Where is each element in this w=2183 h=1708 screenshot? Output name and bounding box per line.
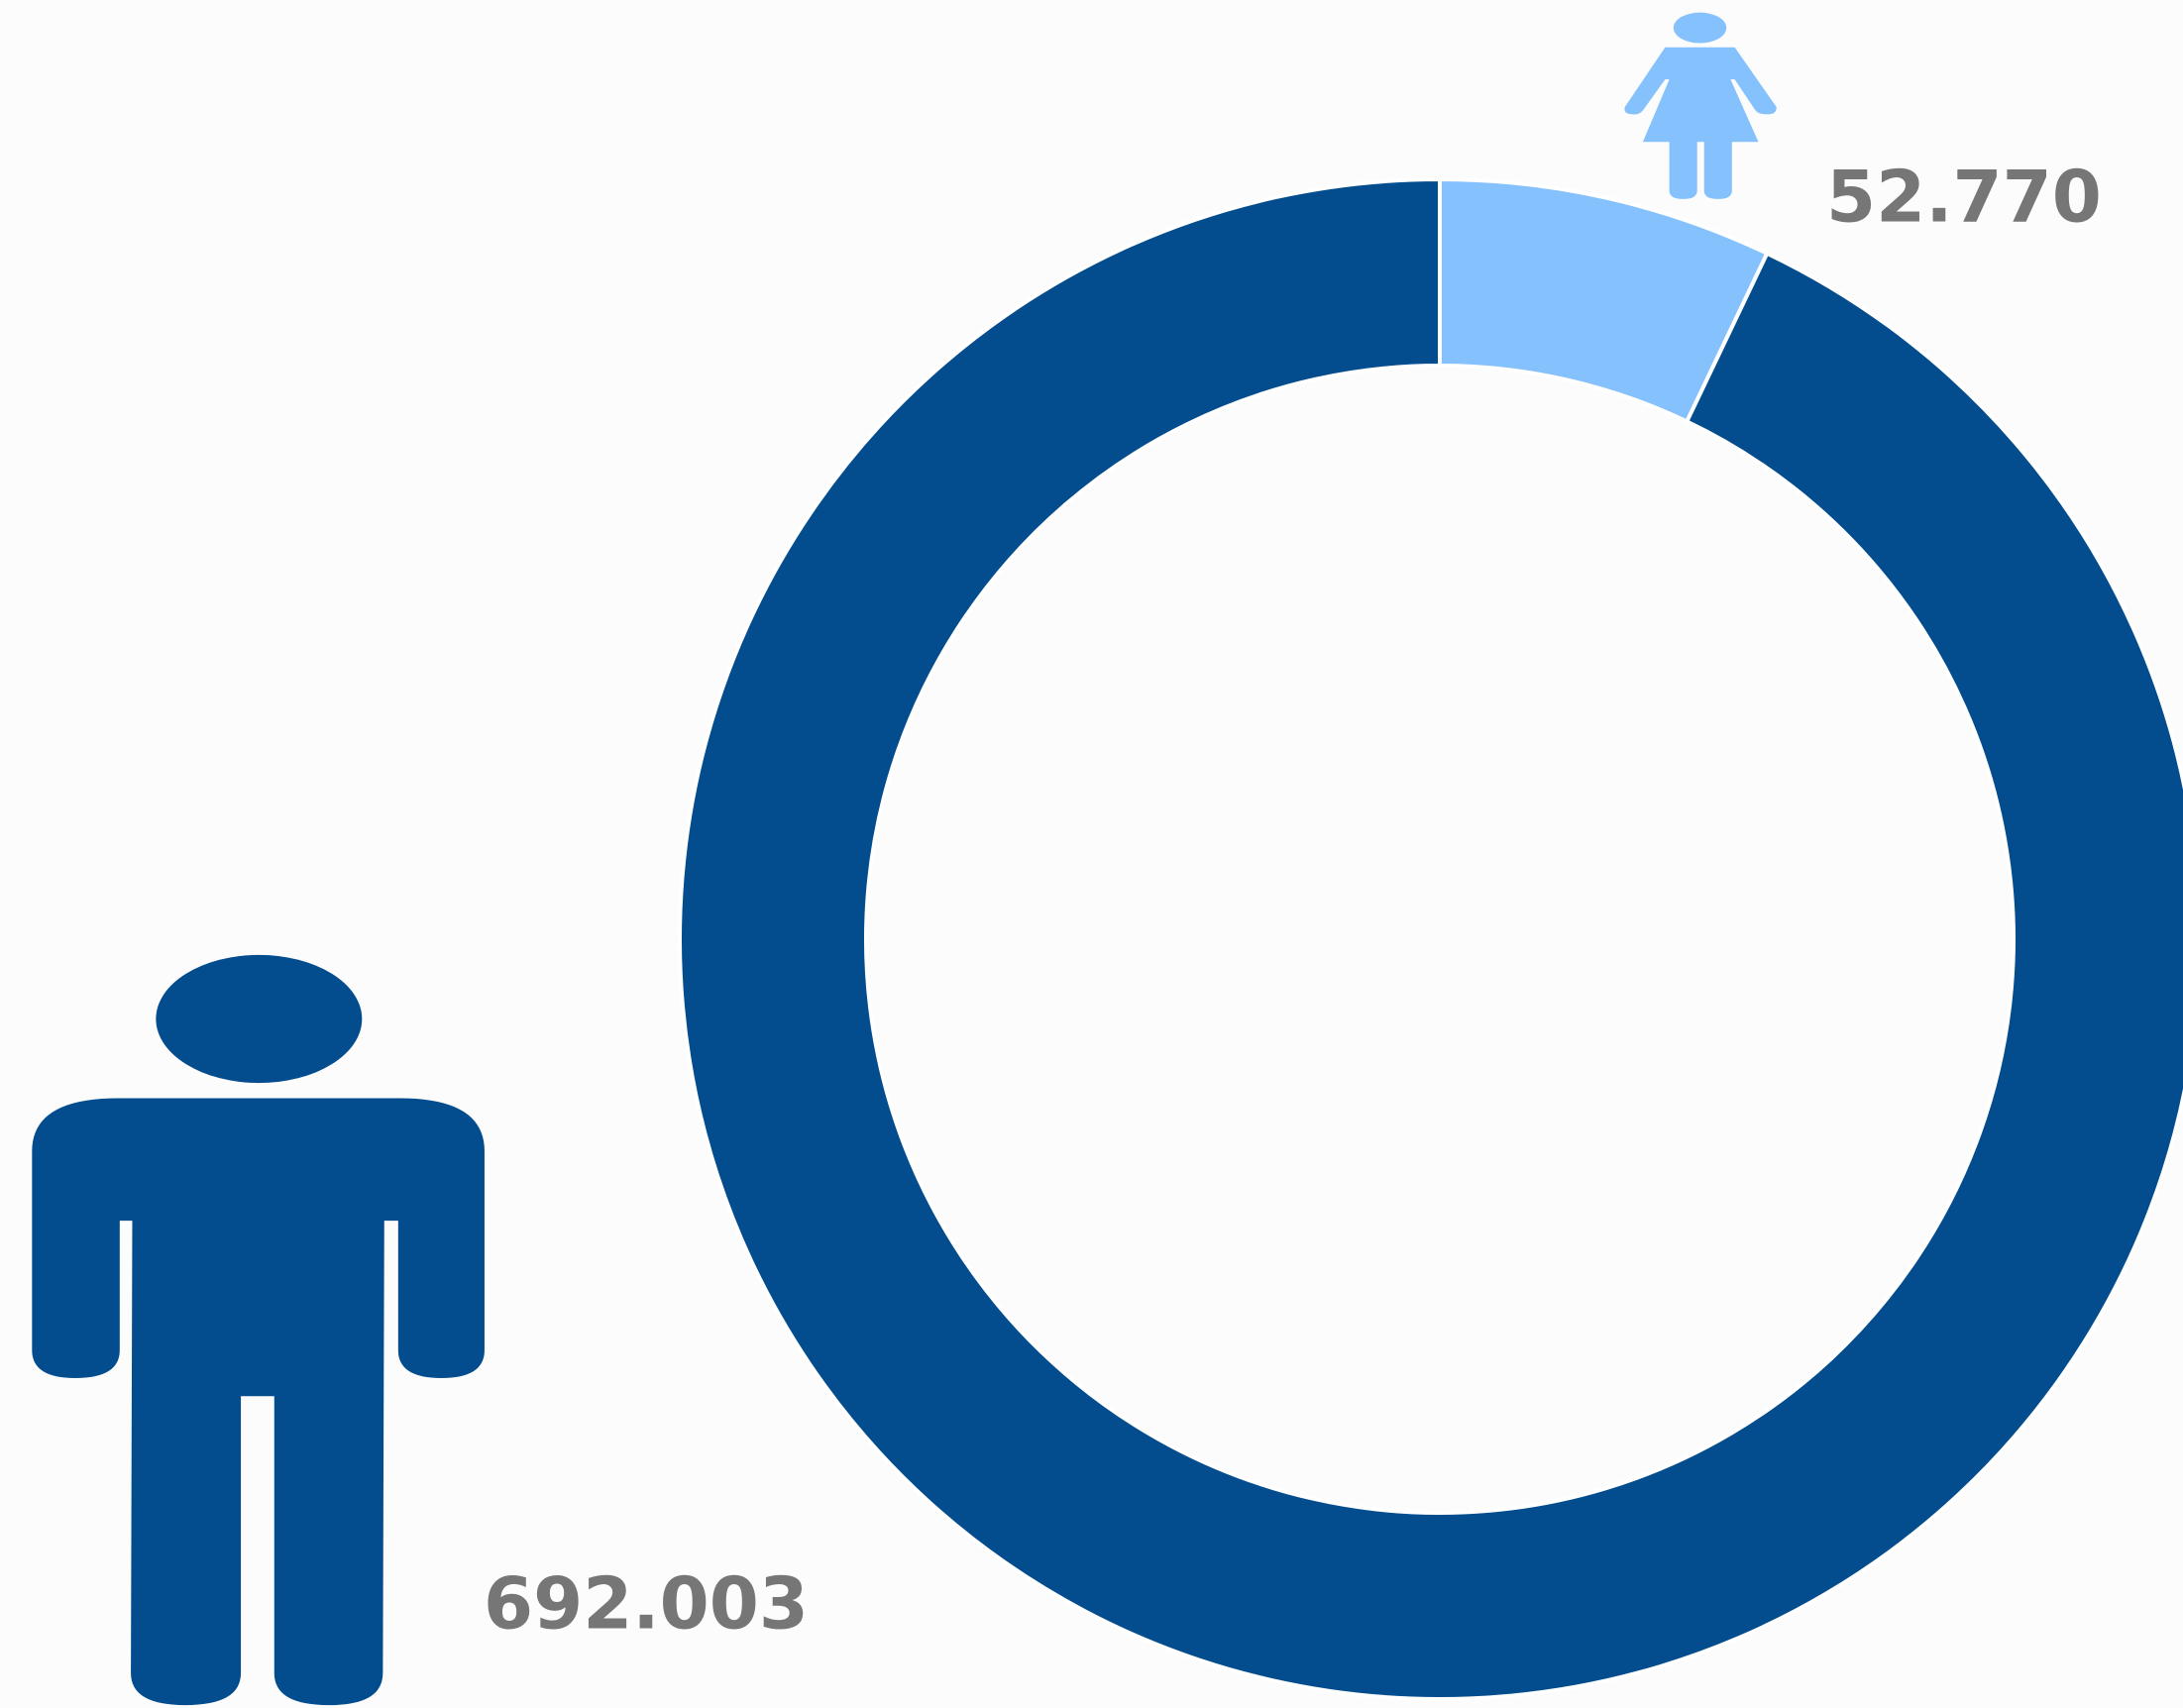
female-head	[1674, 13, 1726, 44]
value-label: 692.003	[484, 1562, 809, 1646]
male-head	[156, 955, 362, 1083]
chart: 52.770 692.003	[0, 0, 2183, 1708]
page: 52.770 692.003 (() => { const data = JSO…	[0, 0, 2183, 1708]
value-label: 52.770	[1826, 156, 2102, 239]
